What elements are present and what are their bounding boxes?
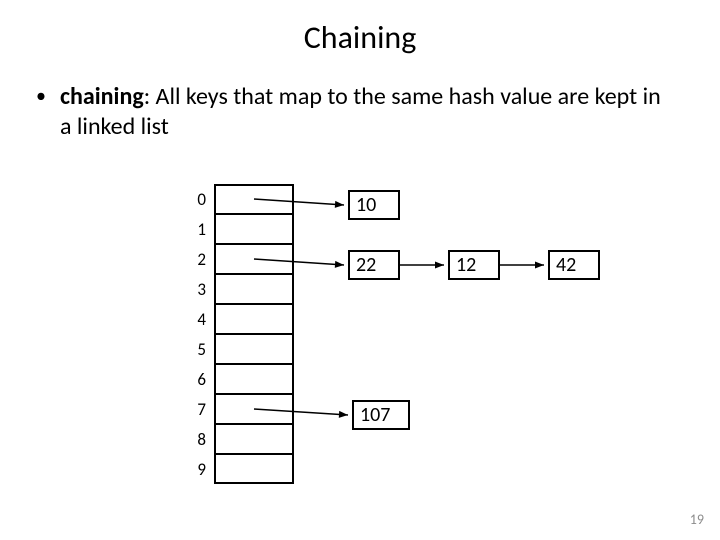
page-number: 19 — [690, 511, 704, 528]
pointer-arrow — [0, 0, 720, 540]
slide: Chaining • chaining: All keys that map t… — [0, 0, 720, 540]
